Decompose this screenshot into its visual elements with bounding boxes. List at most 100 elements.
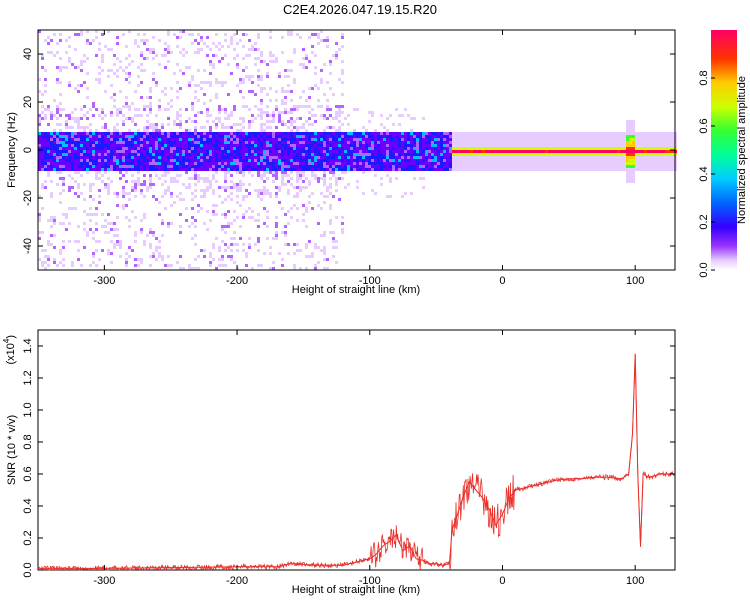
spectrogram-cell <box>290 255 293 258</box>
spectrogram-cell <box>335 54 338 57</box>
spectrogram-cell <box>584 156 587 159</box>
spectrogram-cell <box>191 132 194 135</box>
spectrogram-cell <box>536 150 539 153</box>
spectrogram-cell <box>122 168 125 171</box>
spectrogram-cell <box>179 162 182 165</box>
spectrogram-cell <box>155 159 158 162</box>
spectrogram-cell <box>269 120 272 123</box>
spectrogram-cell <box>116 195 119 198</box>
spectrogram-cell <box>290 138 293 141</box>
spectrogram-cell <box>290 132 293 135</box>
spectrogram-cell <box>449 156 452 159</box>
spectrogram-cell <box>560 162 563 165</box>
spectrogram-cell <box>122 192 125 195</box>
spectrogram-cell <box>389 195 392 198</box>
spectrogram-cell <box>161 195 164 198</box>
spectrogram-cell <box>575 135 578 138</box>
spectrogram-cell <box>560 138 563 141</box>
spectrogram-cell <box>329 171 332 174</box>
spectrogram-cell <box>545 138 548 141</box>
spectrogram-cell <box>149 180 152 183</box>
spectrogram-cell <box>386 156 389 159</box>
spectrogram-cell <box>116 162 119 165</box>
spectrogram-cell <box>353 108 356 111</box>
spectrogram-cell <box>134 141 137 144</box>
spectrogram-cell <box>74 144 77 147</box>
spectrogram-cell <box>185 141 188 144</box>
spectrogram-cell <box>626 174 629 177</box>
spectrogram-cell <box>158 252 161 255</box>
spectrogram-cell <box>359 162 362 165</box>
spectrogram-cell <box>395 165 398 168</box>
spectrogram-cell <box>167 102 170 105</box>
spectrogram-cell <box>74 147 77 150</box>
spectrogram-cell <box>533 165 536 168</box>
spectrogram-cell <box>380 156 383 159</box>
spectrogram-cell <box>449 162 452 165</box>
spectrogram-cell <box>626 165 629 168</box>
spectrogram-cell <box>38 30 41 33</box>
spectrogram-cell <box>107 144 110 147</box>
spectrogram-cell <box>239 180 242 183</box>
spectrogram-cell <box>368 144 371 147</box>
spectrogram-cell <box>92 153 95 156</box>
spectrogram-cell <box>128 117 131 120</box>
spectrogram-cell <box>101 144 104 147</box>
spectrogram-cell <box>239 147 242 150</box>
spectrogram-cell <box>290 33 293 36</box>
spectrogram-cell <box>242 165 245 168</box>
spectrogram-cell <box>572 153 575 156</box>
spectrogram-cell <box>206 144 209 147</box>
spectrogram-cell <box>194 183 197 186</box>
spectrogram-cell <box>314 174 317 177</box>
spectrogram-cell <box>62 165 65 168</box>
spectrogram-cell <box>194 225 197 228</box>
spectrogram-cell <box>596 156 599 159</box>
spectrogram-cell <box>305 243 308 246</box>
spectrogram-cell <box>227 210 230 213</box>
spectrogram-cell <box>596 162 599 165</box>
spectrogram-cell <box>71 264 74 267</box>
spectrogram-cell <box>329 135 332 138</box>
spectrogram-cell <box>200 153 203 156</box>
spectrogram-cell <box>41 111 44 114</box>
spectrogram-cell <box>260 198 263 201</box>
spectrogram-cell <box>224 225 227 228</box>
spectrogram-cell <box>263 123 266 126</box>
spectrogram-cell <box>101 156 104 159</box>
spectrogram-cell <box>383 147 386 150</box>
spectrogram-cell <box>191 159 194 162</box>
spectrogram-cell <box>590 159 593 162</box>
spectrogram-cell <box>302 135 305 138</box>
spectrogram-cell <box>347 135 350 138</box>
spectrogram-cell <box>554 150 557 153</box>
spectrogram-cell <box>482 165 485 168</box>
spectrogram-cell <box>266 138 269 141</box>
spectrogram-cell <box>53 147 56 150</box>
spectrogram-cell <box>302 132 305 135</box>
spectrogram-cell <box>152 48 155 51</box>
spectrogram-cell <box>587 147 590 150</box>
spectrogram-cell <box>272 141 275 144</box>
spectrogram-cell <box>125 147 128 150</box>
spectrogram-y-tick-label: 40 <box>22 48 34 60</box>
spectrogram-cell <box>644 141 647 144</box>
spectrogram-cell <box>281 99 284 102</box>
spectrogram-cell <box>71 177 74 180</box>
spectrogram-cell <box>107 132 110 135</box>
spectrogram-cell <box>326 138 329 141</box>
spectrogram-cell <box>650 156 653 159</box>
spectrogram-cell <box>506 159 509 162</box>
spectrogram-cell <box>386 117 389 120</box>
spectrogram-cell <box>404 144 407 147</box>
spectrogram-cell <box>251 135 254 138</box>
spectrogram-cell <box>137 114 140 117</box>
spectrogram-cell <box>116 168 119 171</box>
spectrogram-cell <box>380 168 383 171</box>
spectrogram-cell <box>275 99 278 102</box>
spectrogram-cell <box>293 144 296 147</box>
spectrogram-cell <box>155 54 158 57</box>
spectrogram-cell <box>224 165 227 168</box>
spectrogram-cell <box>386 141 389 144</box>
spectrogram-cell <box>386 168 389 171</box>
